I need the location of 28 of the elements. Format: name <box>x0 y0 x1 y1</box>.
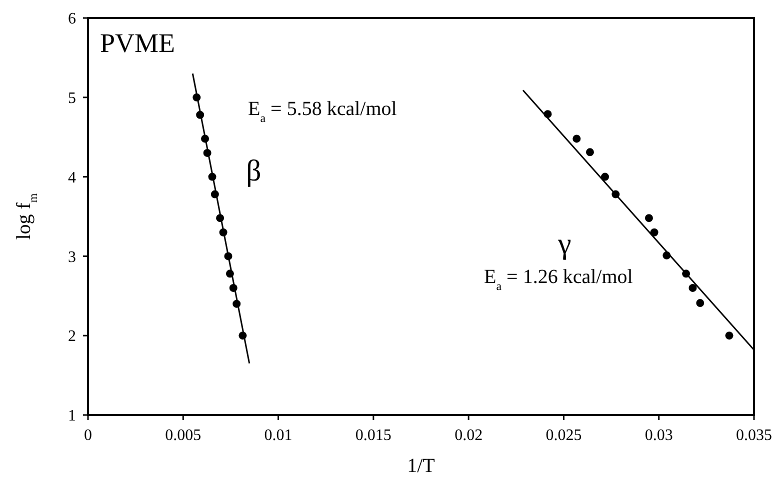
x-tick-label: 0.02 <box>454 427 483 444</box>
point <box>696 299 704 308</box>
annotation: γ <box>557 228 572 260</box>
x-tick-label: 0.025 <box>546 427 582 444</box>
point <box>650 228 658 236</box>
chart-title: PVME <box>100 28 176 58</box>
point <box>688 284 697 292</box>
y-tick-label: 4 <box>68 169 76 186</box>
x-tick-label: 0 <box>84 427 92 444</box>
point <box>601 172 610 181</box>
y-tick-label: 1 <box>68 408 76 425</box>
y-tick-label: 5 <box>68 90 76 107</box>
y-tick-label: 6 <box>68 10 76 28</box>
x-tick-label: 0.035 <box>736 427 772 444</box>
annotation: E$_{a}$ = 5.58 kcal/mol <box>248 98 398 125</box>
x-tick-label: 0.03 <box>644 427 673 444</box>
annotation: E$_{a}$ = 1.26 kcal/mol <box>484 266 634 293</box>
point <box>725 332 734 340</box>
point <box>644 214 653 222</box>
x-axis-title: 1/T <box>407 455 435 477</box>
x-tick-label: 0.005 <box>165 427 202 444</box>
y-tick-label: 3 <box>68 248 76 266</box>
annotation: β <box>246 154 262 188</box>
y-tick-label: 2 <box>68 328 76 346</box>
point <box>572 134 581 143</box>
point <box>586 148 594 156</box>
x-tick-label: 0.01 <box>264 427 292 444</box>
x-tick-label: 0.015 <box>355 427 392 444</box>
